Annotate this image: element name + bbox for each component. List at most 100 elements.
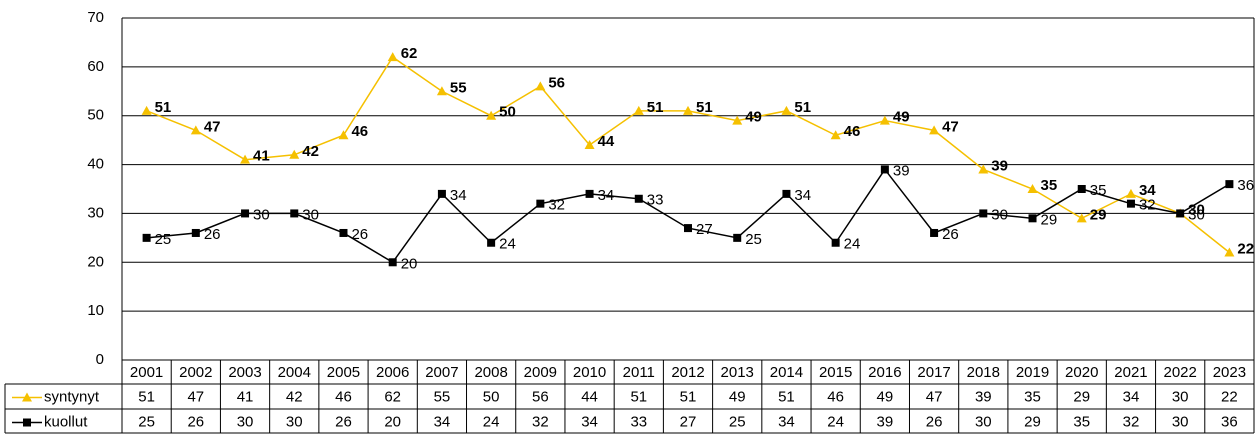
table-value: 49 xyxy=(877,388,894,405)
legend-label: kuollut xyxy=(44,413,88,430)
marker xyxy=(978,164,989,174)
table-value: 51 xyxy=(138,388,155,405)
marker xyxy=(1176,209,1185,218)
data-label: 42 xyxy=(302,143,319,160)
table-value: 50 xyxy=(483,388,500,405)
x-tick-label: 2023 xyxy=(1213,364,1246,381)
marker xyxy=(733,233,742,242)
x-tick-label: 2018 xyxy=(967,364,1000,381)
table-value: 30 xyxy=(286,413,303,430)
marker xyxy=(1225,180,1234,189)
table-value: 25 xyxy=(729,413,746,430)
marker xyxy=(584,140,595,150)
table-value: 32 xyxy=(532,413,549,430)
x-tick-label: 2010 xyxy=(573,364,606,381)
data-label: 36 xyxy=(1237,177,1254,194)
marker xyxy=(879,115,890,125)
marker xyxy=(436,86,447,96)
data-label: 49 xyxy=(745,109,762,126)
x-tick-label: 2001 xyxy=(130,364,163,381)
data-label: 30 xyxy=(253,206,270,223)
marker xyxy=(141,105,152,115)
table-value: 33 xyxy=(630,413,647,430)
data-label: 24 xyxy=(499,236,516,253)
y-tick-label: 40 xyxy=(87,156,104,173)
marker xyxy=(1027,184,1038,193)
marker xyxy=(1126,199,1135,208)
table-value: 34 xyxy=(581,413,598,430)
marker xyxy=(930,228,939,237)
x-tick-label: 2014 xyxy=(770,364,803,381)
table-value: 41 xyxy=(237,388,254,405)
data-label: 24 xyxy=(844,236,861,253)
data-label: 39 xyxy=(991,157,1008,174)
data-label: 30 xyxy=(302,206,319,223)
table-value: 30 xyxy=(1172,388,1189,405)
marker xyxy=(289,149,300,159)
marker xyxy=(536,199,545,208)
data-label: 34 xyxy=(794,187,811,204)
data-label: 26 xyxy=(204,226,221,243)
marker xyxy=(1028,214,1037,223)
marker xyxy=(831,238,840,247)
table-value: 26 xyxy=(335,413,352,430)
data-label: 29 xyxy=(1090,206,1107,223)
data-label: 51 xyxy=(794,99,811,116)
data-label: 30 xyxy=(1188,206,1205,223)
x-tick-label: 2008 xyxy=(474,364,507,381)
data-label: 51 xyxy=(696,99,713,116)
data-label: 55 xyxy=(450,79,467,96)
marker xyxy=(1224,247,1235,257)
table-value: 35 xyxy=(1073,413,1090,430)
marker xyxy=(782,189,791,198)
x-tick-label: 2019 xyxy=(1016,364,1049,381)
marker xyxy=(979,209,988,218)
data-label: 35 xyxy=(1090,182,1107,199)
table-value: 39 xyxy=(975,388,992,405)
data-label: 47 xyxy=(942,118,959,135)
x-tick-label: 2011 xyxy=(623,364,655,381)
data-label: 50 xyxy=(499,104,516,121)
data-label: 46 xyxy=(844,123,861,140)
marker xyxy=(240,154,251,164)
data-label: 22 xyxy=(1237,240,1254,257)
table-value: 62 xyxy=(384,388,401,405)
x-tick-label: 2003 xyxy=(228,364,261,381)
x-tick-label: 2015 xyxy=(819,364,852,381)
table-value: 29 xyxy=(1073,388,1090,405)
table-value: 30 xyxy=(237,413,254,430)
data-label: 32 xyxy=(548,197,565,214)
marker xyxy=(830,130,841,140)
table-value: 49 xyxy=(729,388,746,405)
marker xyxy=(683,105,693,115)
data-label: 25 xyxy=(155,231,172,248)
table-value: 42 xyxy=(286,388,303,405)
x-tick-label: 2016 xyxy=(868,364,901,381)
data-label: 25 xyxy=(745,231,762,248)
marker xyxy=(290,209,299,218)
data-label: 20 xyxy=(401,255,418,272)
table-value: 47 xyxy=(926,388,943,405)
data-label: 30 xyxy=(991,206,1008,223)
table-value: 30 xyxy=(975,413,992,430)
table-value: 22 xyxy=(1221,388,1238,405)
y-tick-label: 50 xyxy=(87,107,104,124)
data-label: 34 xyxy=(598,187,615,204)
x-tick-label: 2012 xyxy=(671,364,704,381)
x-tick-label: 2007 xyxy=(425,364,458,381)
table-value: 51 xyxy=(778,388,795,405)
marker xyxy=(387,52,398,62)
table-value: 26 xyxy=(187,413,204,430)
data-label: 29 xyxy=(1041,211,1058,228)
marker xyxy=(1076,213,1087,223)
y-tick-label: 60 xyxy=(87,58,104,75)
x-tick-label: 2022 xyxy=(1163,364,1196,381)
data-label: 35 xyxy=(1041,177,1058,194)
table-value: 30 xyxy=(1172,413,1189,430)
data-label: 27 xyxy=(696,221,713,238)
marker xyxy=(684,224,692,233)
marker xyxy=(437,189,446,198)
marker xyxy=(535,81,546,91)
table-value: 46 xyxy=(335,388,352,405)
